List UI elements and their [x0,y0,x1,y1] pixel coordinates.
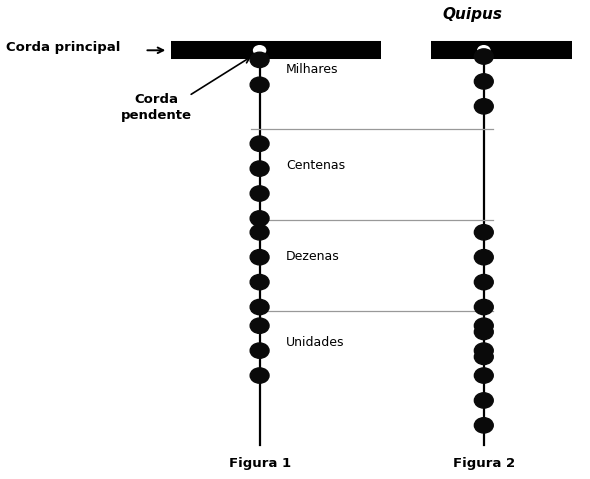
Text: Figura 1: Figura 1 [228,457,291,470]
Circle shape [474,74,493,89]
Circle shape [250,77,269,92]
Text: Figura 2: Figura 2 [453,457,515,470]
Circle shape [474,418,493,433]
Circle shape [250,136,269,151]
Circle shape [474,49,493,64]
Circle shape [250,250,269,265]
Text: Milhares: Milhares [286,63,339,76]
Circle shape [474,99,493,114]
Circle shape [250,318,269,333]
Circle shape [250,274,269,290]
Circle shape [250,299,269,315]
Circle shape [474,299,493,315]
Circle shape [250,343,269,358]
Circle shape [476,44,491,57]
Circle shape [474,250,493,265]
Circle shape [250,161,269,176]
Text: Corda principal: Corda principal [6,41,120,55]
Circle shape [252,44,267,57]
Circle shape [250,211,269,226]
Circle shape [474,324,493,340]
Circle shape [250,186,269,201]
Circle shape [474,343,493,358]
Text: Centenas: Centenas [286,159,345,172]
Text: Corda
pendente: Corda pendente [121,93,192,122]
Text: Quipus: Quipus [442,7,502,22]
Circle shape [474,274,493,290]
Circle shape [250,52,269,68]
Circle shape [474,368,493,383]
Circle shape [250,368,269,383]
Circle shape [474,393,493,408]
Circle shape [474,318,493,333]
Circle shape [474,225,493,240]
Text: Unidades: Unidades [286,336,345,349]
Circle shape [250,225,269,240]
Circle shape [474,349,493,365]
Text: Dezenas: Dezenas [286,250,340,263]
